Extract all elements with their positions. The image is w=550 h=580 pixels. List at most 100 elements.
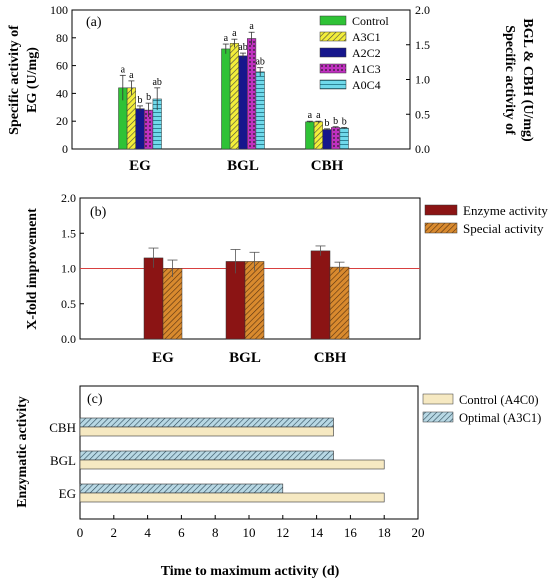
sig-letter-a-bgl-control: a	[224, 33, 229, 44]
bar-a-cbh-a0c4	[339, 127, 349, 150]
legend-label-a3c1: A3C1	[352, 30, 381, 44]
bar-a-cbh-a1c3	[331, 127, 341, 150]
sig-letter-a-bgl-a1c3: a	[249, 21, 254, 32]
panel-c-xtick-label: 0	[77, 525, 84, 540]
bar-a-eg-a3c1	[126, 87, 136, 150]
sig-letter-a-eg-a3c1: a	[129, 70, 134, 81]
bar-c-eg-optimal-a3c1	[79, 483, 284, 494]
legend-label-special-activity: Special activity	[463, 221, 544, 236]
panel-b-ytick-label: 0.0	[61, 332, 76, 346]
legend-swatch-control-a4c0	[422, 393, 454, 405]
panel-c-xtick-label: 4	[144, 525, 151, 540]
legend-label-control-a4c0: Control (A4C0)	[459, 393, 539, 407]
sig-letter-a-eg-a2c2: b	[138, 95, 143, 106]
legend-swatch-a3c1	[319, 31, 347, 42]
panel-a-category-bgl: BGL	[227, 158, 259, 174]
bar-a-bgl-a3c1	[229, 43, 239, 150]
bar-b-eg-enzyme-activity	[143, 257, 164, 340]
panel-a-ytick-left-label: 40	[56, 86, 68, 100]
bar-c-eg-control-a4c0	[79, 492, 385, 503]
sig-letter-a-eg-a0c4: ab	[152, 77, 161, 88]
panel-a-ytick-right-label: 2.0	[415, 3, 430, 17]
panel-b-category-eg: EG	[152, 350, 174, 366]
panel-a-ytick-left-label: 0	[62, 142, 68, 156]
panel-b-ytick-label: 2.0	[61, 191, 76, 205]
panel-c-category-cbh: CBH	[49, 420, 76, 435]
panel-a-yticks-right: 0.0 0.5 1.0 1.5 2.0	[406, 3, 430, 156]
panel-c-xtick-label: 2	[111, 525, 118, 540]
panel-b-bars	[143, 245, 350, 340]
bar-a-bgl-a2c2	[238, 55, 248, 150]
panel-a-ytick-right-label: 1.0	[415, 73, 430, 87]
sig-letter-a-cbh-a3c1: a	[316, 110, 321, 121]
bar-c-bgl-control-a4c0	[79, 459, 385, 470]
bar-a-cbh-control	[305, 121, 315, 150]
panel-a-label: (a)	[86, 15, 102, 30]
panel-a-category-labels: EG BGL CBH	[129, 158, 343, 174]
sig-letter-a-bgl-a0c4: ab	[255, 57, 264, 68]
sig-letter-a-eg-a1c3: b	[146, 92, 151, 103]
panel-c-xtick-label: 8	[212, 525, 219, 540]
panel-c-xtick-label: 10	[243, 525, 256, 540]
panel-c-xtick-label: 14	[310, 525, 324, 540]
panel-c-xtick-label: 20	[412, 525, 425, 540]
panel-a-category-cbh: CBH	[311, 158, 344, 174]
legend-label-a1c3: A1C3	[352, 62, 381, 76]
panel-b-ytick-label: 1.0	[61, 262, 76, 276]
sig-letter-a-cbh-a2c2: b	[325, 118, 330, 129]
sig-letter-a-bgl-a3c1: a	[232, 28, 237, 39]
panel-b-ylabel: X-fold improvement	[25, 208, 40, 330]
bar-a-cbh-a2c2	[322, 129, 332, 150]
legend-swatch-a0c4	[319, 79, 347, 90]
panel-b-ytick-label: 1.5	[61, 226, 76, 240]
panel-a-category-eg: EG	[129, 158, 151, 174]
panel-b-label: (b)	[90, 205, 107, 220]
sig-letter-a-cbh-a1c3: b	[333, 116, 338, 127]
panel-a-ylabel-right-line1: Specific activity of	[502, 25, 517, 135]
panel-b-ytick-label: 0.5	[61, 297, 76, 311]
panel-c-category-labels: EG BGL CBH	[49, 420, 76, 501]
panel-c-label: (c)	[87, 392, 103, 407]
panel-a-ytick-left-label: 100	[50, 3, 68, 17]
panel-a-ylabel-left-line1: Specific activity of	[7, 25, 22, 135]
panel-c-ylabel: Enzymatic activity	[15, 396, 30, 508]
bar-c-bgl-optimal-a3c1	[79, 450, 334, 461]
panel-a-ylabel-right-line2: BGL & CBH (U/mg)	[520, 18, 535, 142]
panel-a-yticks-left: 0 20 40 60 80 100	[50, 3, 76, 156]
bar-c-cbh-optimal-a3c1	[79, 417, 334, 428]
legend-swatch-special-activity	[424, 222, 458, 234]
panel-c-xtick-label: 16	[344, 525, 358, 540]
panel-c-xtick-label: 6	[178, 525, 185, 540]
bar-a-eg-a2c2	[135, 108, 145, 150]
panel-c-xtick-label: 12	[276, 525, 289, 540]
legend-label-a2c2: A2C2	[352, 46, 381, 60]
panel-a-ytick-left-label: 80	[56, 31, 68, 45]
legend-label-a0c4: A0C4	[352, 78, 381, 92]
panel-c-category-eg: EG	[59, 486, 76, 501]
panel-b-category-labels: EG BGL CBH	[152, 350, 346, 366]
bar-a-bgl-a0c4	[255, 71, 265, 150]
legend-label-control: Control	[352, 14, 389, 28]
panel-a-legend: Control A3C1 A2C2 A1C3 A0C4	[319, 14, 389, 92]
panel-c-legend: Control (A4C0) Optimal (A3C1)	[422, 393, 541, 425]
legend-swatch-control	[319, 15, 347, 26]
legend-swatch-optimal-a3c1	[422, 411, 454, 423]
sig-letter-a-cbh-a0c4: b	[342, 116, 347, 127]
panel-c-xlabel: Time to maximum activity (d)	[161, 564, 340, 579]
legend-swatch-a1c3	[319, 63, 347, 74]
bar-a-bgl-control	[221, 48, 231, 150]
panel-a-ytick-right-label: 0.0	[415, 142, 430, 156]
panel-a-ytick-left-label: 60	[56, 59, 68, 73]
bar-a-bgl-a1c3	[247, 38, 257, 150]
panel-a: (a) Specific activity of EG (U/mg) Speci…	[7, 3, 535, 174]
panel-c-xticks: 0 2 4 6 8 10 12 14 16 18 20	[77, 515, 425, 540]
panel-b-category-bgl: BGL	[229, 350, 261, 366]
panel-c-bars	[79, 417, 385, 503]
legend-swatch-a2c2	[319, 47, 347, 58]
panel-a-ytick-left-label: 20	[56, 114, 68, 128]
bar-a-cbh-a3c1	[313, 121, 323, 150]
panel-b-yticks: 0.0 0.5 1.0 1.5 2.0	[61, 191, 84, 346]
panel-c-category-bgl: BGL	[50, 453, 76, 468]
